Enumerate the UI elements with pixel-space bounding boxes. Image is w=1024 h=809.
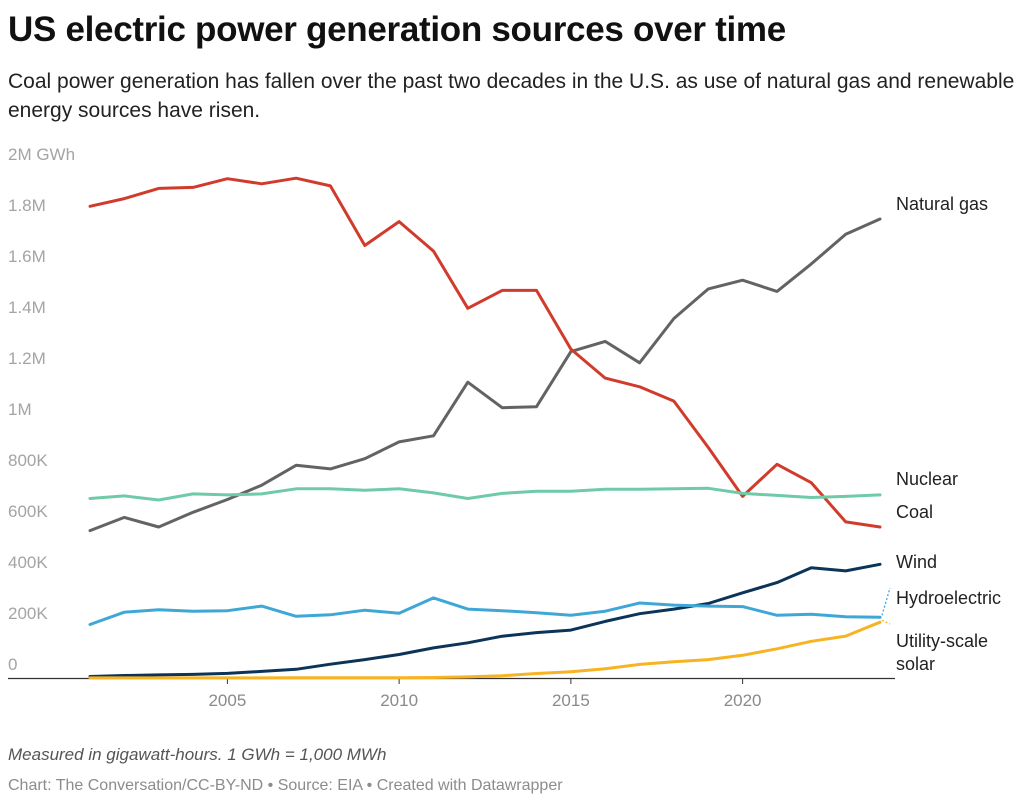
- label-leader-line: [881, 587, 891, 616]
- x-axis: 2005 2010 2015 2020: [8, 677, 895, 710]
- y-tick-label: 0: [8, 655, 17, 674]
- y-tick-label: 1.6M: [8, 247, 46, 266]
- x-tick-label: 2015: [552, 691, 590, 710]
- series-label-wind: Wind: [896, 552, 937, 572]
- series-line-utility-scale-solar: [88, 620, 882, 680]
- y-axis: 0 200K 400K 600K 800K 1M 1.2M 1.4M 1.6M 1.8M 2M GW…: [8, 145, 75, 674]
- series-line-nuclear: [88, 486, 882, 502]
- y-tick-label: 200K: [8, 604, 48, 623]
- series-label-utility-scale-solar: solar: [896, 654, 935, 674]
- series-label-natural-gas: Natural gas: [896, 194, 988, 214]
- y-tick-label: 1.8M: [8, 196, 46, 215]
- series-line-hydroelectric: [88, 596, 882, 626]
- x-tick-label: 2020: [724, 691, 762, 710]
- source-credit: Chart: The Conversation/CC-BY-ND • Sourc…: [8, 777, 563, 794]
- series-line-wind: [88, 562, 882, 678]
- y-tick-label: 800K: [8, 451, 48, 470]
- series-line-natural-gas: [88, 217, 882, 533]
- series-lines: [88, 176, 882, 680]
- label-leader-line: [881, 619, 891, 625]
- y-tick-label: 400K: [8, 553, 48, 572]
- x-tick-label: 2010: [380, 691, 418, 710]
- chart-subtitle: Coal power generation has fallen over th…: [8, 70, 1015, 122]
- series-label-utility-scale-solar: Utility-scale: [896, 631, 988, 651]
- series-label-nuclear: Nuclear: [896, 469, 958, 489]
- y-tick-label: 1M: [8, 400, 32, 419]
- y-tick-label: 2M GWh: [8, 145, 75, 164]
- series-line-coal: [88, 176, 882, 529]
- y-tick-label: 600K: [8, 502, 48, 521]
- y-tick-label: 1.2M: [8, 349, 46, 368]
- measurement-note: Measured in gigawatt-hours. 1 GWh = 1,00…: [8, 745, 387, 764]
- series-label-coal: Coal: [896, 502, 933, 522]
- series-label-hydroelectric: Hydroelectric: [896, 588, 1001, 608]
- line-chart: 0 200K 400K 600K 800K 1M 1.2M 1.4M 1.6M 1.8M 2M GW…: [8, 145, 1001, 710]
- series-labels: Natural gas Coal Nuclear Wind Hydroelectric U…: [881, 194, 1001, 674]
- x-tick-label: 2005: [208, 691, 246, 710]
- y-tick-label: 1.4M: [8, 298, 46, 317]
- chart-title: US electric power generation sources ove…: [8, 10, 786, 49]
